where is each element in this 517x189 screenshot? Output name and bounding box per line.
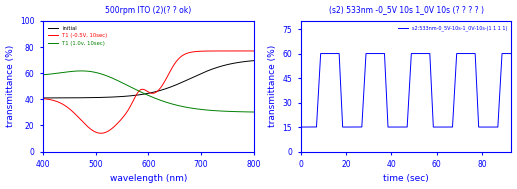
T1 (-0.5V, 10sec) <box>168 68 174 70</box>
initial <box>162 88 169 90</box>
T1 (1.0v, 10sec) <box>168 103 174 105</box>
Line: initial: initial <box>43 61 254 98</box>
T1 (1.0v, 10sec) <box>53 72 59 74</box>
s2:533nm-0_5V-10s-1_0V-10s-(1 1 1 1) <box>317 52 324 55</box>
T1 (1.0v, 10sec) <box>162 101 169 103</box>
Line: T1 (1.0v, 10sec): T1 (1.0v, 10sec) <box>43 71 254 112</box>
s2:533nm-0_5V-10s-1_0V-10s-(1 1 1 1) <box>501 52 508 55</box>
s2:533nm-0_5V-10s-1_0V-10s-(1 1 1 1) <box>307 126 313 128</box>
s2:533nm-0_5V-10s-1_0V-10s-(1 1 1 1) <box>403 126 409 128</box>
s2:533nm-0_5V-10s-1_0V-10s-(1 1 1 1) <box>310 126 316 128</box>
T1 (1.0v, 10sec) <box>200 108 206 111</box>
initial <box>200 72 206 74</box>
X-axis label: wavelength (nm): wavelength (nm) <box>110 174 187 184</box>
Legend: s2:533nm-0_5V-10s-1_0V-10s-(1 1 1 1): s2:533nm-0_5V-10s-1_0V-10s-(1 1 1 1) <box>396 23 509 33</box>
T1 (-0.5V, 10sec) <box>222 50 228 52</box>
T1 (-0.5V, 10sec) <box>98 132 104 134</box>
T1 (-0.5V, 10sec) <box>53 100 59 102</box>
Legend: initial, T1 (-0.5V, 10sec), T1 (1.0v, 10sec): initial, T1 (-0.5V, 10sec), T1 (1.0v, 10… <box>45 23 110 48</box>
Line: T1 (-0.5V, 10sec): T1 (-0.5V, 10sec) <box>43 51 254 133</box>
initial <box>168 86 174 88</box>
Title: 500rpm ITO (2)(? ? ok): 500rpm ITO (2)(? ? ok) <box>105 5 191 15</box>
s2:533nm-0_5V-10s-1_0V-10s-(1 1 1 1) <box>297 126 303 128</box>
Line: s2:533nm-0_5V-10s-1_0V-10s-(1 1 1 1): s2:533nm-0_5V-10s-1_0V-10s-(1 1 1 1) <box>300 53 516 127</box>
T1 (1.0v, 10sec) <box>78 70 84 72</box>
T1 (-0.5V, 10sec) <box>200 50 206 52</box>
Title: (s2) 533nm -0_5V 10s 1_0V 10s (? ? ? ? ): (s2) 533nm -0_5V 10s 1_0V 10s (? ? ? ? ) <box>328 5 483 15</box>
T1 (1.0v, 10sec) <box>40 74 46 76</box>
initial <box>174 83 180 85</box>
T1 (-0.5V, 10sec) <box>174 59 180 61</box>
T1 (-0.5V, 10sec) <box>40 98 46 100</box>
s2:533nm-0_5V-10s-1_0V-10s-(1 1 1 1) <box>340 126 346 128</box>
X-axis label: time (sec): time (sec) <box>383 174 429 184</box>
initial <box>53 97 59 99</box>
initial <box>221 64 227 67</box>
Y-axis label: transmittance (%): transmittance (%) <box>6 45 14 127</box>
s2:533nm-0_5V-10s-1_0V-10s-(1 1 1 1) <box>513 52 517 55</box>
initial <box>251 60 257 62</box>
T1 (-0.5V, 10sec) <box>251 50 257 52</box>
T1 (1.0v, 10sec) <box>222 110 228 112</box>
T1 (1.0v, 10sec) <box>174 104 180 107</box>
T1 (1.0v, 10sec) <box>251 111 257 113</box>
s2:533nm-0_5V-10s-1_0V-10s-(1 1 1 1) <box>298 126 305 128</box>
initial <box>40 97 46 99</box>
T1 (-0.5V, 10sec) <box>162 79 169 81</box>
Y-axis label: transmittance (%): transmittance (%) <box>268 45 277 127</box>
